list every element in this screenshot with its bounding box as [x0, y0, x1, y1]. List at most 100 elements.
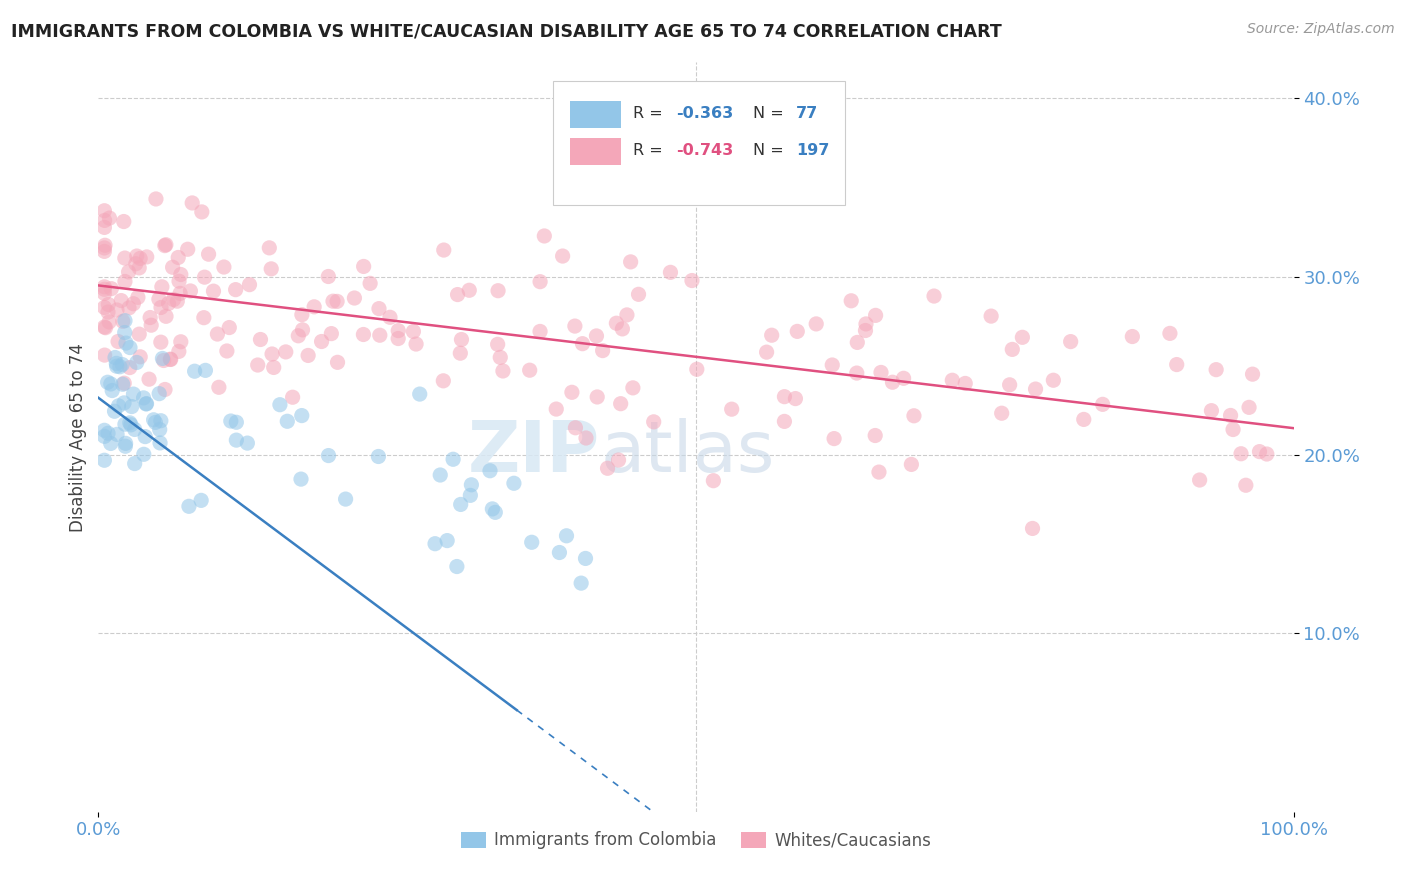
Point [1241, 367, 1264, 381]
Point [612, 322, 634, 336]
Point [478, 464, 501, 478]
Point [441, 452, 464, 467]
Point [212, 260, 235, 274]
Point [97, 376, 120, 390]
Point [486, 284, 509, 298]
Point [93, 301, 115, 315]
Point [596, 461, 619, 475]
Point [821, 358, 844, 372]
Point [574, 551, 596, 566]
Point [93, 453, 115, 467]
Point [121, 400, 143, 414]
Point [93, 244, 115, 259]
Point [112, 376, 135, 391]
Point [167, 274, 190, 288]
Point [219, 414, 242, 428]
Point [551, 249, 574, 263]
Point [132, 391, 155, 405]
Point [125, 249, 148, 263]
Point [980, 309, 1002, 323]
Point [405, 337, 427, 351]
Point [761, 328, 783, 343]
Point [460, 488, 482, 502]
Point [855, 324, 877, 338]
Point [990, 406, 1012, 420]
Point [1222, 423, 1244, 437]
Point [236, 436, 259, 450]
Point [120, 417, 142, 432]
Point [118, 341, 141, 355]
Point [773, 414, 796, 428]
Point [450, 333, 472, 347]
Point [489, 351, 512, 365]
Point [125, 257, 148, 271]
Point [100, 282, 122, 296]
Point [148, 386, 170, 401]
Point [177, 242, 200, 256]
FancyBboxPatch shape [571, 138, 620, 165]
Point [139, 310, 162, 325]
Point [546, 402, 568, 417]
Point [103, 404, 125, 418]
Point [166, 294, 188, 309]
Point [585, 329, 607, 343]
Point [436, 533, 458, 548]
Point [449, 346, 471, 360]
Point [129, 350, 152, 364]
Point [135, 397, 157, 411]
Point [823, 432, 845, 446]
Point [128, 260, 150, 275]
Point [1159, 326, 1181, 341]
Point [335, 492, 357, 507]
Point [529, 325, 551, 339]
Point [155, 310, 177, 324]
Point [177, 500, 200, 514]
Point [135, 250, 157, 264]
Point [170, 268, 193, 282]
Point [112, 396, 135, 410]
Point [353, 260, 375, 274]
Point [107, 334, 129, 349]
Point [302, 300, 325, 314]
Point [101, 384, 124, 398]
Point [486, 337, 509, 351]
Point [100, 436, 122, 450]
Point [1249, 444, 1271, 458]
Point [149, 335, 172, 350]
Point [900, 458, 922, 472]
Point [276, 414, 298, 428]
Point [190, 493, 212, 508]
Point [108, 359, 131, 374]
Point [839, 293, 862, 308]
Point [150, 301, 173, 315]
Point [162, 260, 184, 275]
Text: R =: R = [633, 106, 668, 121]
Point [865, 309, 887, 323]
Point [97, 305, 120, 319]
Point [882, 376, 904, 390]
Point [484, 505, 506, 519]
Point [785, 392, 807, 406]
Point [806, 317, 828, 331]
Point [93, 320, 115, 334]
Point [941, 373, 963, 387]
Point [127, 290, 149, 304]
Point [368, 328, 391, 343]
Point [287, 328, 309, 343]
Text: R =: R = [633, 144, 668, 159]
Point [98, 315, 121, 329]
Point [208, 380, 231, 394]
Point [122, 387, 145, 401]
Point [1237, 401, 1260, 415]
Point [402, 325, 425, 339]
Point [167, 344, 190, 359]
Point [786, 325, 808, 339]
Point [564, 421, 586, 435]
Point [571, 336, 593, 351]
Point [238, 277, 260, 292]
Point [446, 287, 468, 301]
Point [998, 377, 1021, 392]
Point [720, 402, 742, 417]
Point [98, 211, 121, 225]
FancyBboxPatch shape [571, 101, 620, 128]
